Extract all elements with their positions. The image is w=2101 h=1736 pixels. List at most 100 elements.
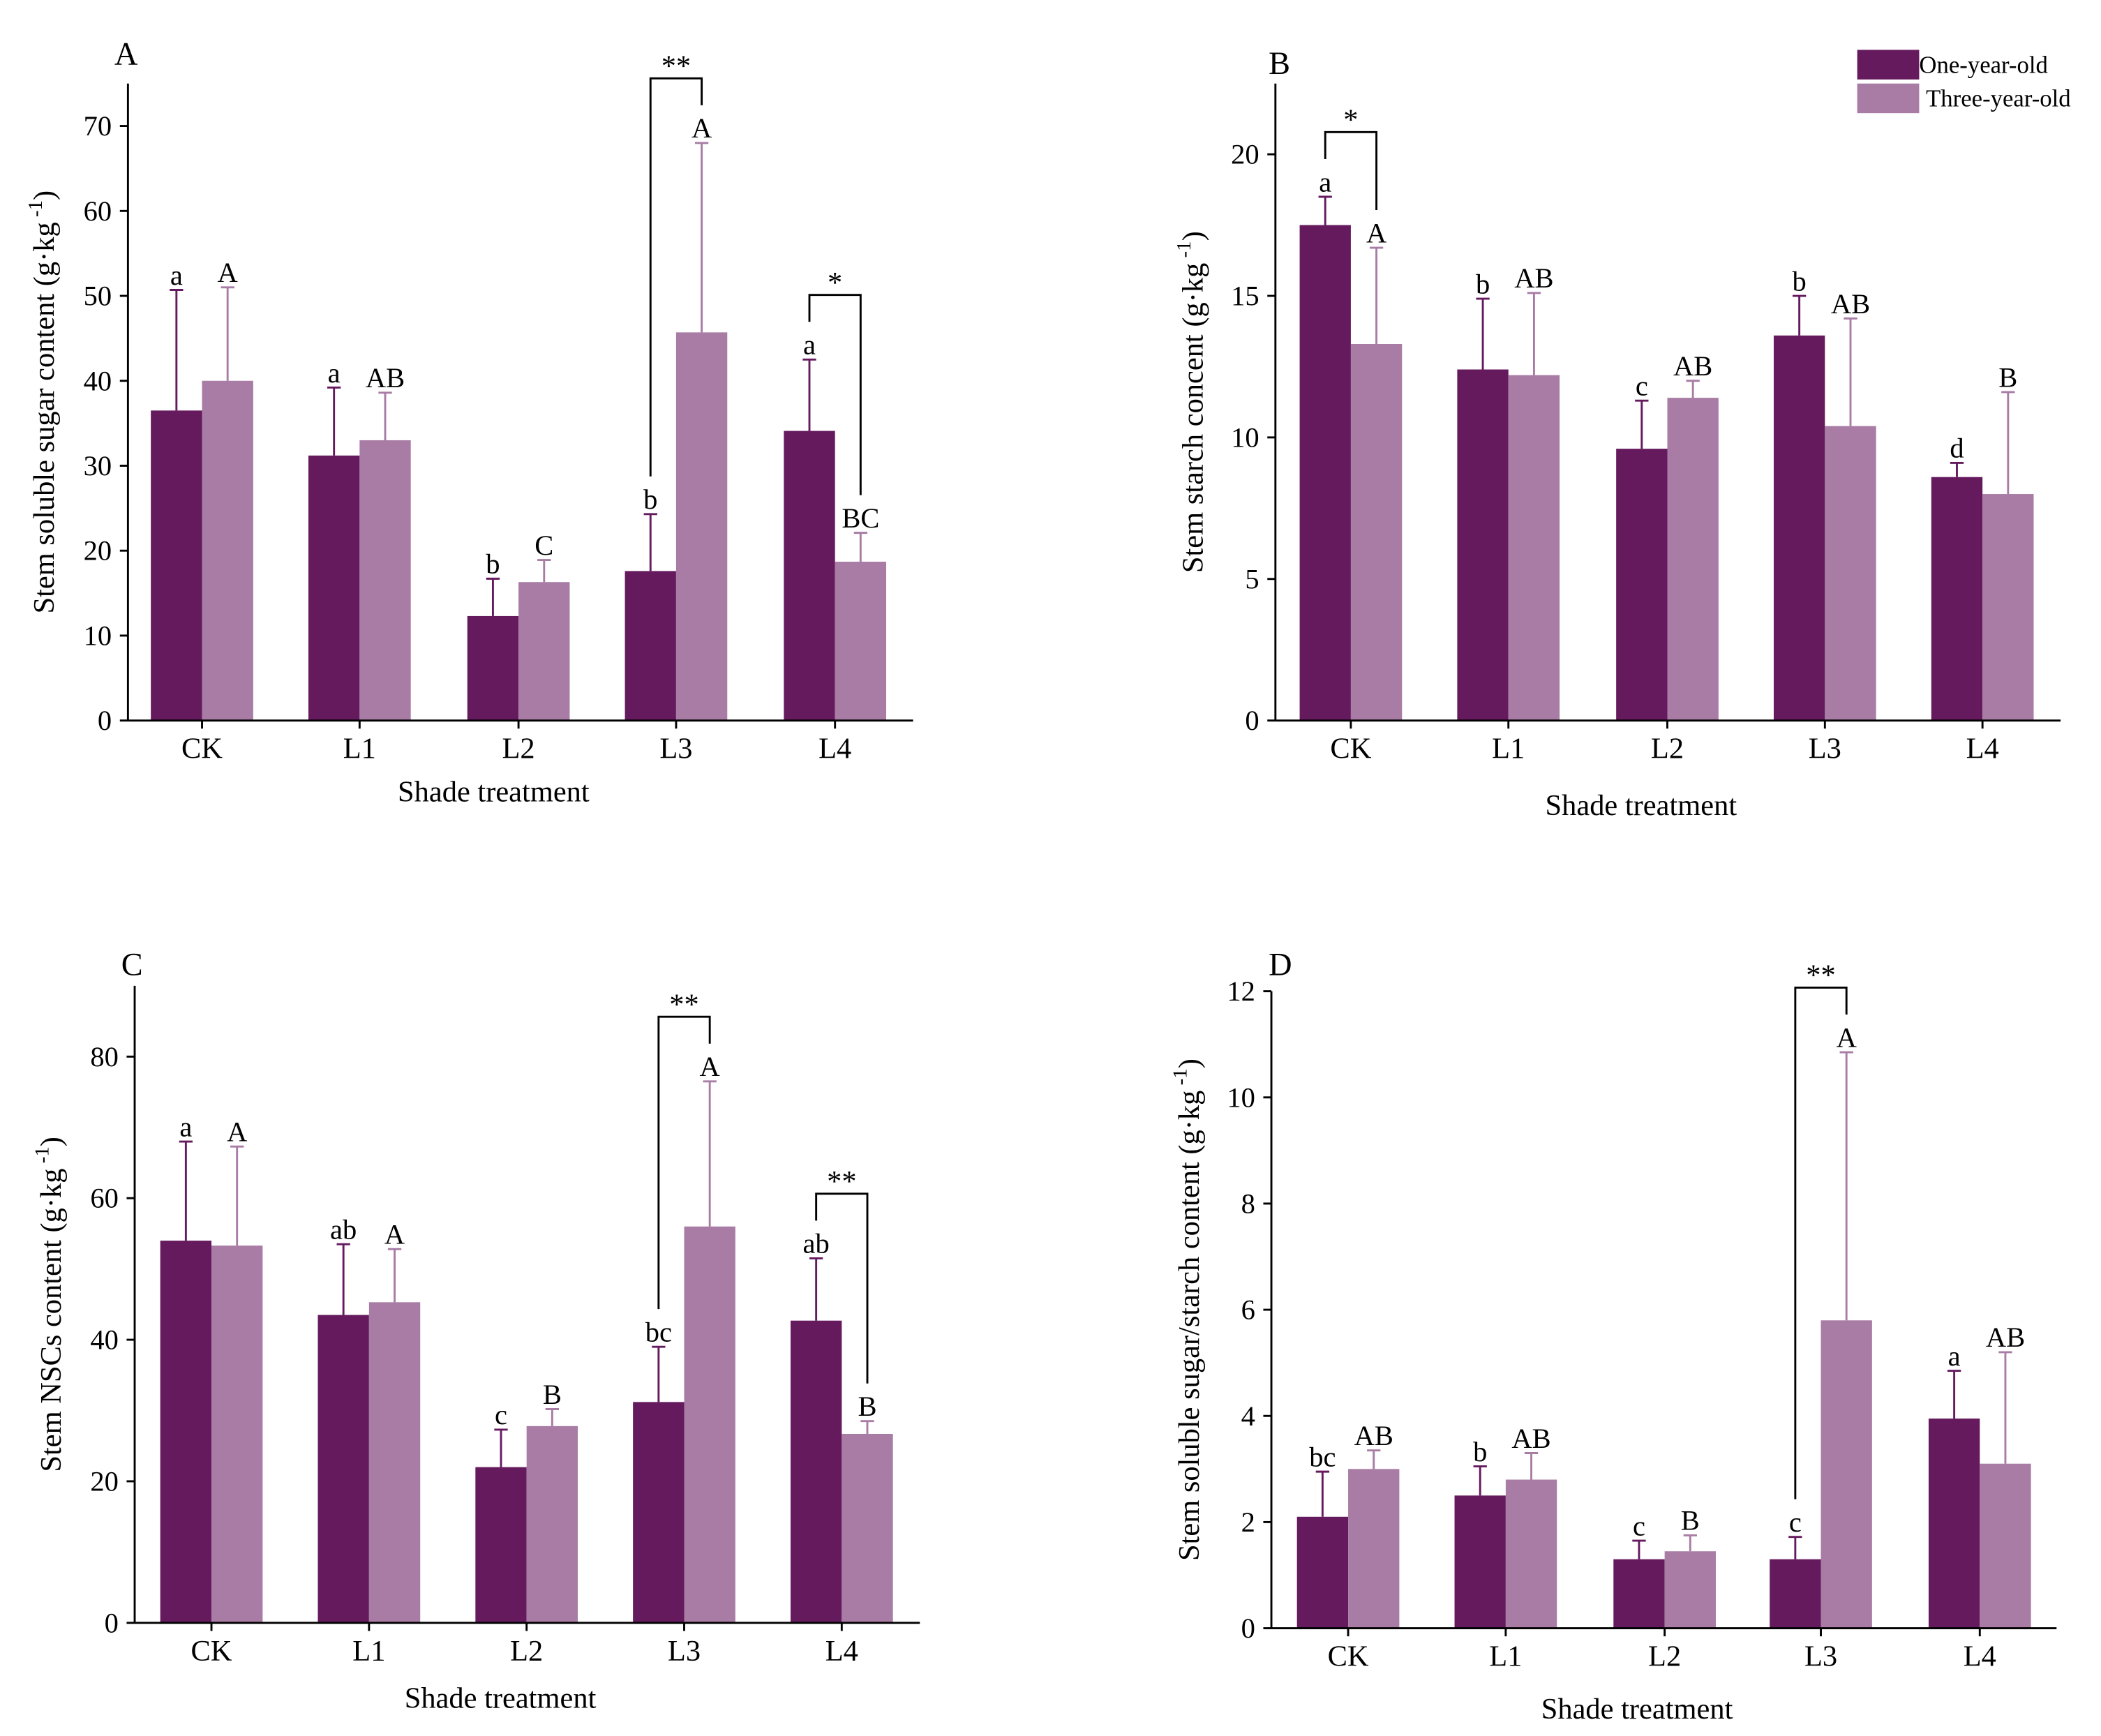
significance-bracket [808,294,862,495]
y-tick-label: 0 [105,1607,119,1638]
significance-letter: AB [1511,1423,1550,1454]
y-tick-label: 10 [1231,421,1259,453]
bar-one-year [160,1241,212,1623]
bar-one-year [467,615,519,721]
y-axis-title: Stem soluble sugar/starch content (g·kg … [1169,1058,1205,1561]
significance-stars: * [828,267,842,299]
y-tick-label: 50 [84,280,112,312]
x-tick-label: L4 [818,733,851,765]
bar-three-year [359,440,411,721]
significance-stars: ** [827,1165,856,1198]
bar-three-year [368,1302,421,1623]
x-tick-label: L1 [1492,733,1525,765]
y-tick-label: 70 [84,110,112,142]
y-tick-label: 6 [1241,1294,1255,1326]
y-tick-label: 10 [84,620,112,651]
y-tick-label: 0 [1241,1612,1255,1644]
significance-bracket [1794,987,1848,1499]
significance-letter: a [1948,1340,1961,1372]
bar-one-year [625,571,676,721]
bar-three-year [1667,398,1719,721]
significance-letter: a [1319,166,1331,197]
y-axis-title-main: Stem soluble sugar content (g·kg [28,222,61,613]
y-axis-title: Stem soluble sugar content (g·kg -1) [24,190,61,614]
y-axis-title-close: ) [1173,1058,1206,1068]
bar-one-year [1454,1495,1506,1629]
y-axis-title-close: ) [28,190,61,200]
bar-one-year [1296,1516,1349,1629]
bar-three-year [1505,1479,1557,1629]
y-tick-label: 4 [1241,1400,1255,1432]
x-tick-label: L3 [1804,1640,1837,1673]
bar-three-year [675,332,728,721]
bar-one-year [151,410,202,721]
significance-letter: B [1998,361,2017,393]
y-tick-label: 10 [1227,1082,1255,1113]
x-tick-label: L3 [1809,733,1841,765]
x-tick-label: L1 [352,1635,385,1668]
significance-letter: c [1636,370,1648,401]
significance-letter: b [486,548,500,580]
significance-letter: A [227,1116,247,1147]
x-tick-label: L1 [343,733,376,765]
significance-letter: A [218,257,238,288]
significance-letter: b [1476,268,1490,299]
y-tick-label: 12 [1227,975,1255,1007]
y-tick-label: 5 [1245,563,1259,594]
legend-swatch [1857,83,1920,114]
significance-letter: d [1950,433,1964,464]
bar-one-year [1299,225,1351,721]
bar-one-year [1773,335,1825,721]
significance-letter: a [179,1111,192,1142]
y-tick-label: 8 [1241,1188,1255,1219]
y-axis-title-sup: -1 [1169,1068,1191,1090]
x-tick-label: L2 [1648,1640,1681,1673]
bar-one-year [633,1402,685,1623]
significance-stars: ** [1806,959,1835,992]
y-tick-label: 40 [84,365,112,396]
bar-one-year [1931,477,1983,721]
legend-label: Three-year-old [1926,85,2071,112]
panel-c: Ca ab c bc ab A A B A B ** ** 0 20 40 60 80 CK L1 L2 L3 L4 Sha… [31,947,920,1714]
bar-one-year [784,431,835,721]
x-tick-label: L1 [1489,1640,1522,1673]
significance-letter: c [1789,1506,1802,1538]
significance-bracket [815,1192,869,1384]
significance-letter: c [495,1399,507,1430]
y-axis-title-sup: -1 [1173,241,1195,262]
y-tick-label: 60 [84,195,112,227]
y-axis-title-sup: -1 [31,1146,53,1168]
legend-swatch [1857,50,1920,80]
significance-bracket [649,77,703,477]
significance-letter: B [858,1391,876,1422]
significance-letter: b [643,484,657,515]
significance-stars: ** [669,988,698,1021]
x-tick-label: L3 [659,733,692,765]
bar-three-year [835,562,887,721]
significance-letter: C [534,530,553,561]
y-tick-label: 0 [1245,705,1259,736]
bar-one-year [475,1467,527,1623]
legend: One-year-old Three-year-old [1857,50,2071,114]
bar-one-year [1457,369,1509,721]
significance-letter: A [1366,217,1386,248]
significance-bracket [657,1015,711,1310]
bar-one-year [1928,1419,1980,1629]
bar-three-year [1508,375,1560,721]
bar-three-year [1348,1469,1400,1629]
y-tick-label: 20 [84,535,112,567]
significance-letter: b [1473,1436,1487,1467]
significance-bracket [1324,130,1378,210]
x-tick-label: L3 [668,1635,701,1668]
significance-letter: B [1681,1505,1700,1536]
significance-letter: ab [330,1213,357,1245]
x-axis-title: Shade treatment [1541,1693,1733,1726]
bar-three-year [1980,1463,2031,1629]
x-axis-title: Shade treatment [405,1682,597,1714]
x-tick-label: L4 [825,1635,858,1668]
bar-three-year [202,380,253,721]
significance-stars: ** [661,50,691,82]
